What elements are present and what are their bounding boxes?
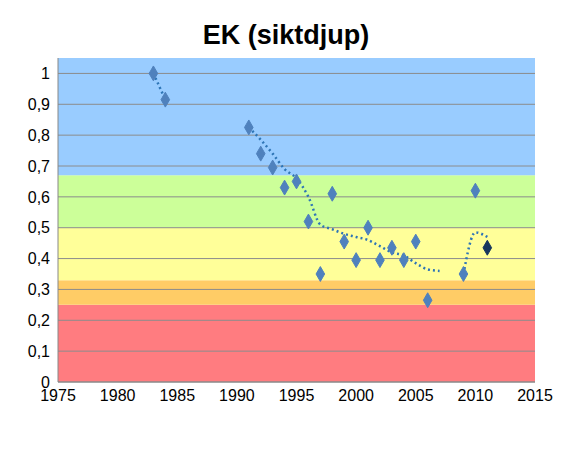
svg-text:1995: 1995 [279,387,315,404]
svg-text:2015: 2015 [517,387,553,404]
svg-text:0,1: 0,1 [28,343,50,360]
svg-text:1975: 1975 [40,387,76,405]
svg-text:1985: 1985 [159,387,195,404]
svg-text:0,4: 0,4 [28,250,50,267]
svg-text:0,3: 0,3 [28,281,50,298]
svg-text:0,5: 0,5 [28,219,50,236]
svg-text:1: 1 [41,65,50,82]
svg-text:0: 0 [41,374,50,391]
svg-text:2000: 2000 [338,387,374,404]
svg-text:0,9: 0,9 [28,96,50,113]
svg-text:0,2: 0,2 [28,312,50,329]
svg-text:0,8: 0,8 [28,127,50,144]
svg-text:0,6: 0,6 [28,189,50,206]
svg-text:1990: 1990 [219,387,255,404]
html-text:EK (siktdjup): EK (siktdjup) [202,20,370,50]
svg-text:1980: 1980 [100,387,136,404]
svg-text:0,7: 0,7 [28,158,50,175]
svg-text:2005: 2005 [398,387,434,404]
svg-text:2010: 2010 [458,387,494,404]
